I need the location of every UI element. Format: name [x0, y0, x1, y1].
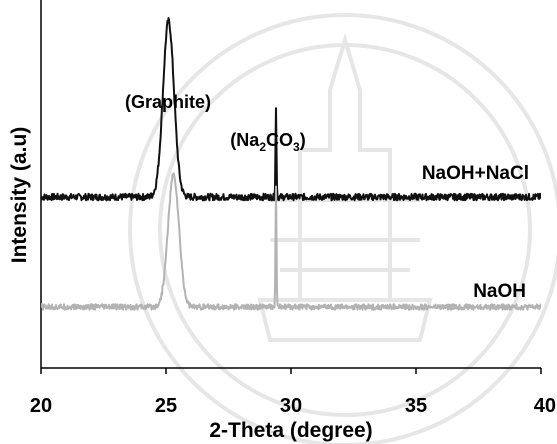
na2co3-annotation: (Na2CO3) [230, 130, 305, 154]
y-axis-title: Intensity (a.u) [8, 127, 31, 264]
graphite-annotation: (Graphite) [125, 92, 211, 112]
na2co3-part-c: ) [300, 130, 306, 150]
x-tick-label: 35 [405, 395, 427, 417]
series-line-naoh-nacl [41, 17, 541, 202]
na2co3-sub-a: 2 [259, 140, 266, 154]
na2co3-part-a: (Na [230, 130, 260, 150]
plot-axes [40, 0, 541, 369]
x-tick-label: 25 [155, 395, 177, 417]
x-tick-label: 40 [534, 395, 556, 417]
series-label-naoh: NaOH [473, 281, 526, 302]
university-seal-watermark [128, 13, 557, 444]
na2co3-part-b: CO [266, 130, 293, 150]
x-ticks: 20 25 30 35 40 [30, 368, 556, 417]
series-label-naoh-nacl: NaOH+NaCl [422, 163, 529, 184]
x-tick-label: 30 [280, 395, 302, 417]
x-tick-label: 20 [30, 395, 52, 417]
x-axis-title: 2-Theta (degree) [209, 419, 372, 442]
series-lines [41, 17, 541, 311]
na2co3-sub-b: 3 [293, 140, 300, 154]
series-line-naoh [41, 172, 541, 311]
